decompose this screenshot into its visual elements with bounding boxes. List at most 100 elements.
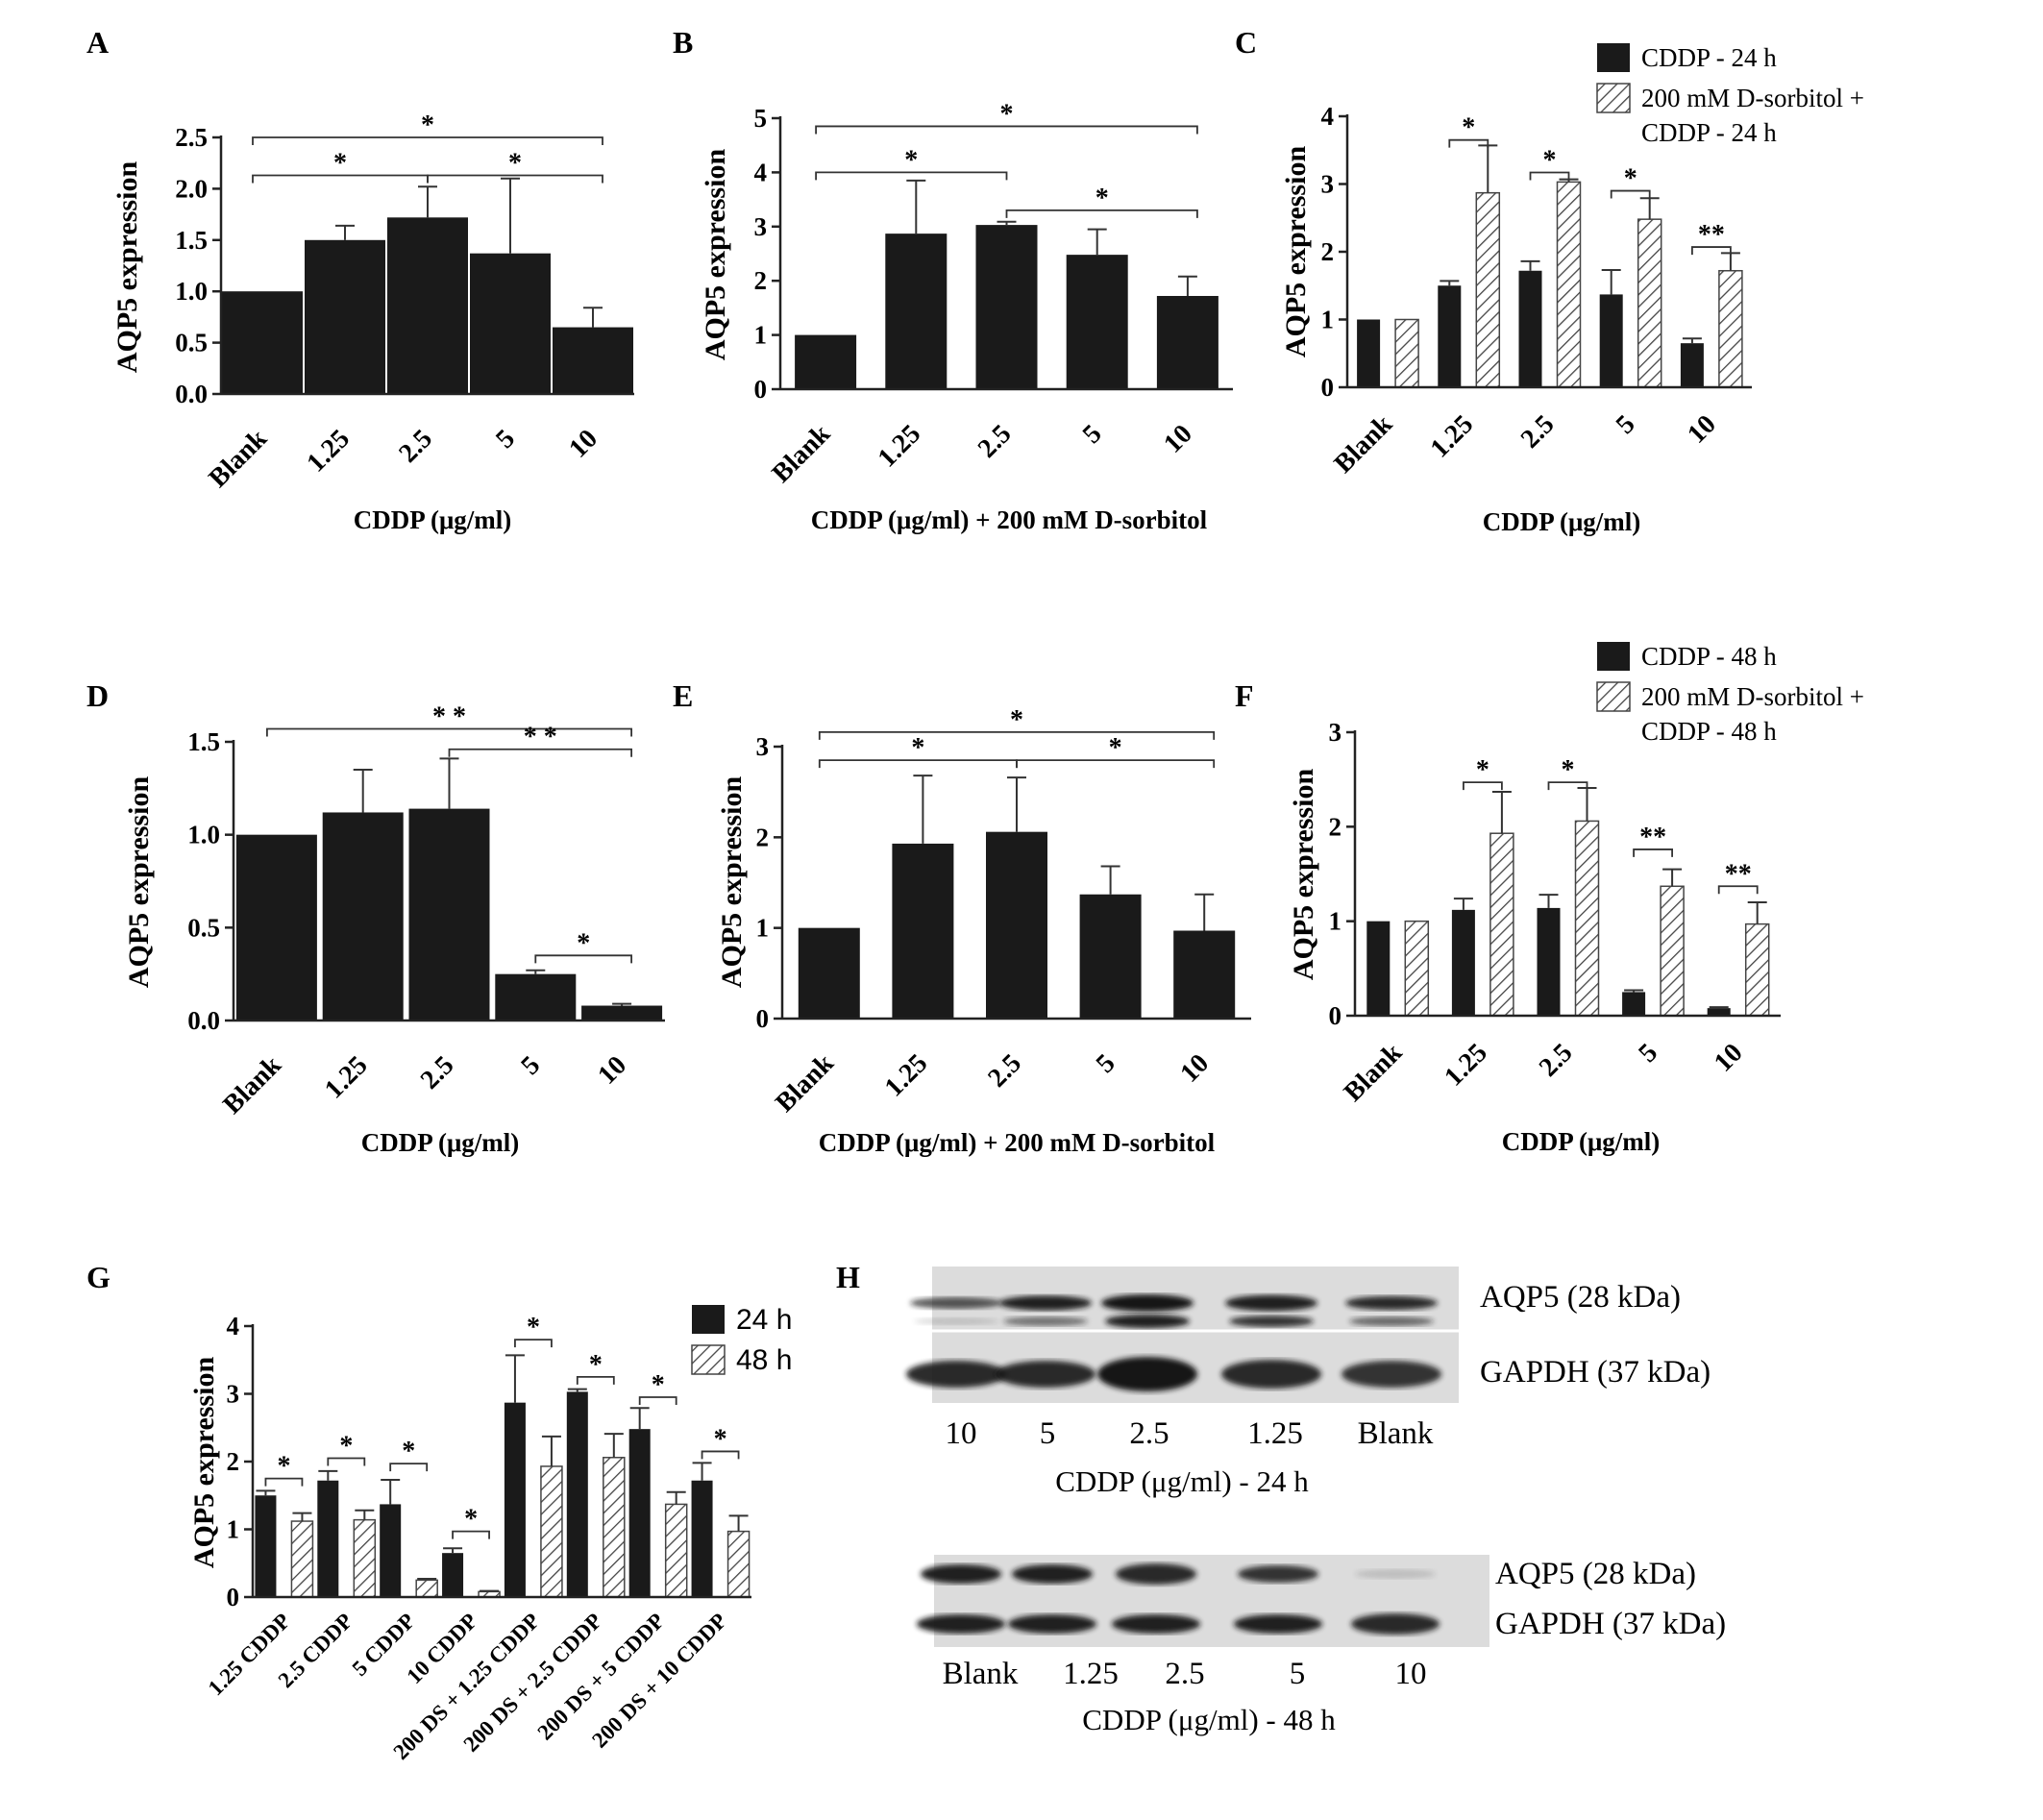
significance-marker: *	[1000, 99, 1014, 129]
x-tick-label: 2.5	[1534, 1038, 1579, 1083]
x-tick-label: 5	[490, 424, 521, 455]
bar	[1489, 832, 1514, 1017]
bar	[1680, 343, 1704, 387]
significance-bracket	[815, 125, 1198, 135]
x-axis-label: CDDP (μg/ml)	[1483, 507, 1641, 536]
protein-band	[1101, 1294, 1194, 1312]
significance-bracket	[452, 1530, 490, 1539]
y-tick-label: 0	[1329, 1001, 1342, 1030]
protein-band	[914, 1317, 998, 1325]
lane-label: 10	[946, 1416, 977, 1451]
x-tick-label: 1.25	[319, 1050, 374, 1105]
blot-caption: CDDP (μg/ml) - 48 h	[1082, 1703, 1336, 1736]
protein-band	[999, 1295, 1092, 1311]
significance-bracket	[1717, 885, 1759, 895]
bar	[795, 334, 857, 389]
lane-label: 2.5	[1165, 1657, 1204, 1691]
bar	[504, 1402, 526, 1597]
bar	[1366, 921, 1391, 1016]
protein-band	[1003, 1316, 1088, 1326]
bar	[442, 1553, 464, 1597]
protein-band	[1341, 1361, 1441, 1388]
bar	[566, 1391, 588, 1597]
bar	[540, 1465, 563, 1598]
x-tick-label: 5	[1077, 419, 1108, 450]
legend-swatch	[691, 1344, 726, 1375]
x-tick-label: 5	[1091, 1048, 1121, 1079]
y-tick-label: 1.0	[175, 277, 208, 306]
bar	[495, 973, 577, 1021]
x-tick-label: 5	[515, 1050, 546, 1081]
y-tick-label: 1.5	[187, 727, 220, 756]
panel-letter-g: G	[86, 1260, 111, 1294]
y-axis-label: AQP5 expression	[1280, 146, 1312, 358]
panel-letter-h: H	[836, 1260, 860, 1294]
y-tick-label: 2	[227, 1447, 240, 1476]
significance-marker: *	[911, 733, 924, 763]
y-axis-label: AQP5 expression	[716, 776, 748, 989]
significance-marker: *	[1462, 113, 1475, 143]
significance-bracket	[1547, 781, 1588, 791]
significance-bracket	[427, 174, 603, 184]
y-tick-label: 4	[754, 158, 768, 186]
legend-label-line: 200 mM D-sorbitol +	[1641, 682, 1864, 711]
significance-bracket	[1633, 849, 1673, 857]
bar	[1660, 885, 1685, 1017]
significance-marker: *	[1010, 705, 1023, 735]
protein-band	[1349, 1316, 1434, 1326]
significance-bracket	[638, 1396, 677, 1406]
significance-bracket	[1005, 209, 1198, 218]
blot-caption: CDDP (μg/ml) - 24 h	[1055, 1464, 1309, 1498]
significance-bracket	[1448, 138, 1489, 148]
protein-band	[1355, 1569, 1436, 1579]
x-tick-label: 2.5	[982, 1048, 1027, 1094]
x-tick-label: 10	[1158, 419, 1198, 459]
protein-band	[1105, 1314, 1190, 1329]
significance-marker: *	[508, 149, 522, 179]
y-tick-label: 4	[227, 1312, 240, 1340]
y-tick-label: 3	[756, 732, 770, 761]
y-tick-label: 0.5	[187, 913, 220, 942]
y-tick-label: 0	[227, 1583, 240, 1611]
significance-marker: *	[421, 111, 434, 140]
significance-bracket	[264, 1477, 304, 1487]
significance-bracket	[1691, 246, 1732, 256]
bar	[353, 1518, 377, 1598]
x-tick-label: 1.25	[879, 1048, 934, 1103]
chart-c: 0 1 2 3 4 Blank 1.25 2.5 5 10 AQP5 expression CDDP …	[1280, 43, 1864, 536]
bar	[290, 1520, 314, 1598]
significance-marker: **	[1725, 859, 1752, 889]
y-tick-label: 5	[754, 104, 768, 133]
significance-marker: **	[1698, 220, 1725, 250]
x-tick-label: Blank	[203, 424, 273, 494]
bar	[380, 1504, 402, 1597]
legend-label-line: CDDP - 24 h	[1641, 118, 1777, 147]
bar	[387, 217, 468, 394]
bar	[1404, 920, 1430, 1017]
bar	[892, 843, 954, 1019]
legend-label: CDDP - 24 h	[1641, 43, 1777, 72]
significance-marker: *	[589, 1350, 603, 1380]
y-tick-label: 0.0	[187, 1006, 220, 1035]
x-tick-label: 10	[563, 424, 603, 464]
bar	[1718, 269, 1743, 388]
significance-bracket	[1529, 171, 1570, 181]
protein-band	[1112, 1614, 1200, 1634]
x-tick-label: 2.5	[415, 1050, 460, 1095]
bar	[1394, 318, 1419, 388]
bar	[628, 1429, 651, 1597]
significance-bracket	[1463, 781, 1503, 791]
bar	[408, 808, 490, 1021]
significance-bracket	[448, 748, 632, 757]
y-tick-label: 4	[1321, 102, 1335, 131]
blot-top: AQP5 (28 kDa) GAPDH (37 kDa) 10 5 2.5 1.25 Bla…	[906, 1267, 1711, 1498]
protein-band	[921, 1564, 1001, 1584]
protein-band	[1221, 1360, 1321, 1389]
protein-band	[1345, 1295, 1438, 1311]
bar	[1357, 319, 1381, 387]
significance-marker: *	[714, 1424, 727, 1454]
x-tick-label: Blank	[217, 1050, 287, 1120]
bar	[317, 1480, 339, 1597]
significance-marker: *	[1095, 184, 1109, 213]
